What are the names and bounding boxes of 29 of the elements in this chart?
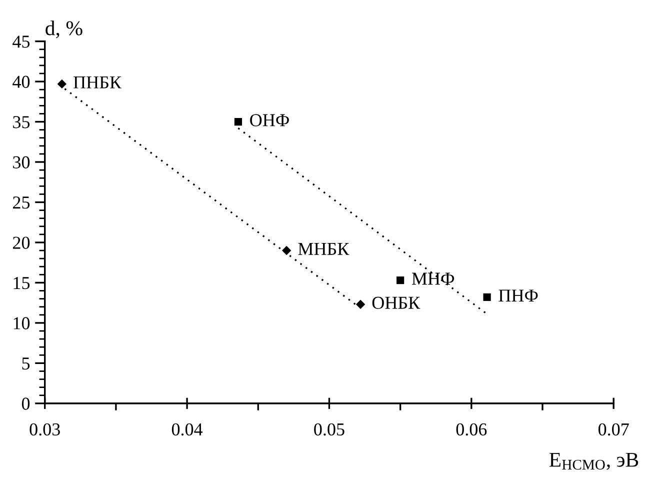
x-axis-title: E$_{НСМО}$, эВ xyxy=(549,452,638,470)
y-tick-label: 40 xyxy=(12,76,30,88)
annotation: ПНБК xyxy=(74,76,122,88)
y-tick-label: 35 xyxy=(13,116,30,128)
x-tick-label: 0.03 xyxy=(30,423,60,436)
point xyxy=(57,79,67,89)
annotation: ПНФ xyxy=(498,290,538,302)
point xyxy=(483,293,491,301)
point xyxy=(396,276,404,284)
y-tick-label: 30 xyxy=(13,156,30,168)
y-tick-label: 0 xyxy=(22,398,30,410)
y-tick-label: 15 xyxy=(14,277,30,290)
y-axis-title: d, % xyxy=(46,20,82,38)
annotation: ОНФ xyxy=(250,114,289,126)
annotation: МНФ xyxy=(412,272,454,285)
y-tick-label: 10 xyxy=(14,317,30,330)
point xyxy=(282,246,292,256)
x-tick-label: 0.06 xyxy=(456,423,487,436)
y-tick-label: 45 xyxy=(12,36,30,48)
x-tick-label: 0.05 xyxy=(314,423,344,436)
x-tick-label: 0.07 xyxy=(598,423,629,436)
y-tick-label: 25 xyxy=(13,196,30,209)
annotation: МНБК xyxy=(298,243,350,255)
point xyxy=(234,118,242,126)
annotation: ОНБК xyxy=(372,296,420,309)
x-tick-label: 0.04 xyxy=(172,423,203,436)
y-tick-label: 20 xyxy=(13,236,30,249)
point xyxy=(356,300,366,310)
y-tick-label: 5 xyxy=(22,358,30,370)
